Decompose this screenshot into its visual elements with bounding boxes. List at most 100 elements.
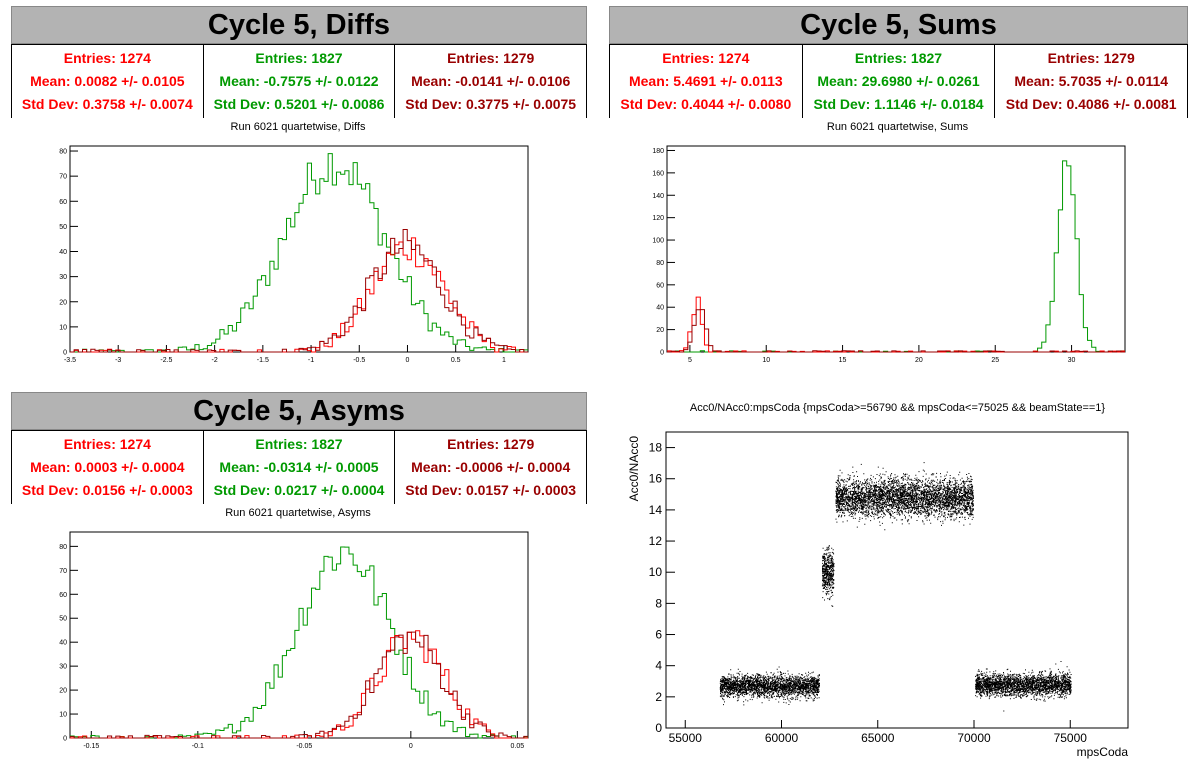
- y-tick-label: 60: [59, 199, 67, 206]
- entries-label: Entries: 1279: [447, 49, 535, 66]
- y-tick-label: 10: [59, 712, 67, 719]
- sums-histogram: 5 10 15 20 25 30 0 20 40 60 80 100 120 140 160 180: [652, 145, 1126, 364]
- std-label: Std Dev: 0.5201 +/- 0.0086: [213, 96, 385, 113]
- std-label: Std Dev: 1.1146 +/- 0.0184: [813, 96, 984, 113]
- mean-label: Mean: 5.7035 +/- 0.0114: [1014, 72, 1169, 89]
- y-tick-label: 80: [59, 544, 67, 551]
- histogram-series: [70, 630, 528, 739]
- y-tick-label: 180: [652, 148, 664, 155]
- y-tick-label: 70: [59, 174, 67, 181]
- plot-frame: [665, 431, 1129, 729]
- std-label: Std Dev: 0.4044 +/- 0.0080: [620, 96, 792, 113]
- asyms-stat-green: Entries: 1827 Mean: -0.0314 +/- 0.0005 S…: [204, 430, 396, 504]
- y-tick-label: 120: [652, 215, 664, 222]
- scatter-points: [835, 462, 974, 531]
- mean-label: Mean: -0.0141 +/- 0.0106: [411, 72, 571, 89]
- x-tick-label: -3: [115, 357, 121, 364]
- entries-label: Entries: 1279: [1047, 49, 1135, 66]
- x-tick-label: -1.5: [257, 357, 269, 364]
- x-tick-label: 75000: [1054, 731, 1088, 745]
- y-tick-label: 20: [656, 327, 664, 334]
- mean-label: Mean: 0.0003 +/- 0.0004: [30, 458, 185, 475]
- std-label: Std Dev: 0.0217 +/- 0.0004: [213, 482, 385, 499]
- sums-stat-green: Entries: 1827 Mean: 29.6980 +/- 0.0261 S…: [803, 44, 996, 118]
- x-tick-label: -1: [308, 357, 314, 364]
- y-tick-label: 2: [655, 690, 662, 704]
- x-tick-label: 0.05: [511, 743, 525, 750]
- std-label: Std Dev: 0.0156 +/- 0.0003: [21, 482, 193, 499]
- histogram-series: [70, 228, 528, 353]
- y-tick-label: 40: [59, 640, 67, 647]
- mean-label: Mean: -0.0006 +/- 0.0004: [411, 458, 571, 475]
- x-tick-label: -3.5: [64, 357, 76, 364]
- y-axis-label: Acc0/NAcc0: [627, 436, 641, 502]
- std-label: Std Dev: 0.3775 +/- 0.0075: [405, 96, 577, 113]
- y-tick-label: 10: [59, 324, 67, 331]
- x-tick-label: 0: [406, 357, 410, 364]
- entries-label: Entries: 1279: [447, 435, 535, 452]
- asyms-histogram: -0.15 -0.1 -0.05 0 0.05 0 10 20 30 40 50 60 70 80: [59, 531, 529, 750]
- y-tick-label: 4: [655, 659, 662, 673]
- mean-label: Mean: 5.4691 +/- 0.0113: [628, 72, 783, 89]
- entries-label: Entries: 1274: [63, 435, 151, 452]
- mean-label: Mean: 0.0082 +/- 0.0105: [30, 72, 185, 89]
- x-tick-label: 30: [1068, 357, 1076, 364]
- asyms-stat-darkred: Entries: 1279 Mean: -0.0006 +/- 0.0004 S…: [395, 430, 586, 504]
- y-tick-label: 160: [652, 170, 664, 177]
- x-tick-label: -0.5: [353, 357, 365, 364]
- diffs-stat-red: Entries: 1274 Mean: 0.0082 +/- 0.0105 St…: [12, 44, 204, 118]
- x-tick-label: 60000: [765, 731, 799, 745]
- y-tick-label: 0: [660, 350, 664, 357]
- x-tick-label: 20: [915, 357, 923, 364]
- std-label: Std Dev: 0.0157 +/- 0.0003: [405, 482, 577, 499]
- x-tick-label: 0: [409, 743, 413, 750]
- asyms-stats-box: Entries: 1274 Mean: 0.0003 +/- 0.0004 St…: [11, 430, 587, 504]
- y-tick-label: 140: [652, 193, 664, 200]
- y-tick-label: 80: [59, 149, 67, 156]
- y-tick-label: 8: [655, 596, 662, 610]
- histogram-series: [70, 631, 528, 739]
- y-tick-label: 50: [59, 224, 67, 231]
- x-tick-label: -0.05: [296, 743, 312, 750]
- x-axis-label: mpsCoda: [1077, 745, 1129, 759]
- y-tick-label: 0: [655, 721, 662, 735]
- y-tick-label: 60: [59, 592, 67, 599]
- std-label: Std Dev: 0.3758 +/- 0.0074: [21, 96, 193, 113]
- histogram-series: [667, 309, 1125, 353]
- scatter-points: [719, 666, 820, 706]
- x-tick-label: 25: [991, 357, 999, 364]
- scatter-plot: 55000 60000 65000 70000 75000 0 2 4 6 8 10 12 14 16 18…: [627, 431, 1129, 759]
- x-tick-label: -2: [212, 357, 218, 364]
- x-tick-label: 65000: [861, 731, 895, 745]
- y-tick-label: 20: [59, 299, 67, 306]
- asyms-subtitle: Run 6021 quartetwise, Asyms: [225, 507, 371, 519]
- scatter-points: [975, 661, 1072, 712]
- diffs-subtitle: Run 6021 quartetwise, Diffs: [230, 121, 366, 133]
- y-tick-label: 14: [649, 503, 663, 517]
- histogram-series: [667, 160, 1125, 353]
- y-tick-label: 12: [649, 534, 663, 548]
- plot-frame: [666, 145, 1126, 353]
- entries-label: Entries: 1827: [255, 435, 343, 452]
- x-tick-label: -0.15: [83, 743, 99, 750]
- sums-header: Cycle 5, Sums: [609, 6, 1188, 44]
- x-tick-label: 15: [839, 357, 847, 364]
- asyms-header: Cycle 5, Asyms: [11, 392, 587, 430]
- x-tick-label: 0.5: [451, 357, 461, 364]
- x-tick-label: 5: [688, 357, 692, 364]
- y-tick-label: 18: [649, 441, 663, 455]
- y-tick-label: 6: [655, 628, 662, 642]
- y-tick-label: 30: [59, 274, 67, 281]
- x-tick-label: 55000: [669, 731, 703, 745]
- y-tick-label: 70: [59, 568, 67, 575]
- std-label: Std Dev: 0.4086 +/- 0.0081: [1005, 96, 1177, 113]
- entries-label: Entries: 1827: [255, 49, 343, 66]
- y-tick-label: 20: [59, 688, 67, 695]
- x-tick-label: 1: [502, 357, 506, 364]
- sums-subtitle: Run 6021 quartetwise, Sums: [826, 121, 969, 133]
- y-tick-label: 10: [649, 565, 663, 579]
- asyms-stat-red: Entries: 1274 Mean: 0.0003 +/- 0.0004 St…: [12, 430, 204, 504]
- y-tick-label: 80: [656, 260, 664, 267]
- y-tick-label: 40: [59, 249, 67, 256]
- y-tick-label: 0: [63, 350, 67, 357]
